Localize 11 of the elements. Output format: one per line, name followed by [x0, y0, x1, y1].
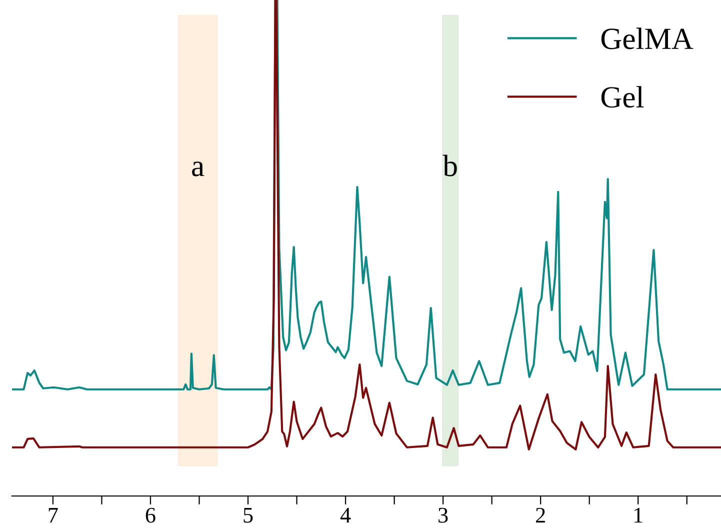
x-tick-label: 1 — [634, 508, 642, 523]
legend-label: GelMA — [601, 28, 694, 50]
x-tick-label: 4 — [340, 508, 351, 523]
x-tick-label: 7 — [48, 508, 58, 523]
annotation: b — [442, 154, 457, 176]
x-tick-label: 5 — [244, 508, 253, 523]
legend-label: Gel — [601, 86, 644, 108]
annotation: a — [192, 162, 204, 176]
x-tick-label: 2 — [536, 508, 545, 523]
x-tick-label: 3 — [438, 508, 448, 523]
x-tick-label: 6 — [146, 508, 156, 523]
